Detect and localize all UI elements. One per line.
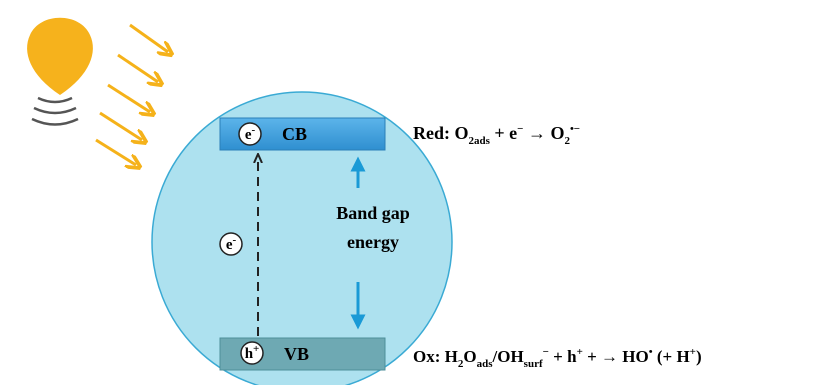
sun-icon [27,18,93,125]
electron-charge: - [252,124,256,136]
eq-part: /OH [492,347,524,366]
eq-part: (+ H [653,347,690,366]
oxidation-equation: Ox: H2Oads/OHsurf− + h+ + → HO• (+ H+) [413,346,702,370]
eq-part: + h [549,347,577,366]
vb-label: VB [284,344,309,364]
eq-sub: 2ads [469,135,491,147]
light-rays [96,25,168,165]
eq-part: ) [696,347,702,366]
diagram: e- CB h+ VB e- Band gap energy Red: O2ad… [0,0,831,385]
eq-part: → O [523,123,564,143]
page: e- CB h+ VB e- Band gap energy Red: O2ad… [0,0,831,385]
eq-sub: surf [524,358,543,370]
eq-part: Ox: H [413,347,458,366]
eq-sub: 2 [564,135,570,147]
eq-part: Red: O [413,123,469,143]
band-gap-label: energy [347,232,399,252]
eq-sup: •− [570,123,580,135]
electron-charge: - [233,234,237,246]
band-gap-label: Band gap [336,203,410,223]
reduction-equation: Red: O2ads + e− → O2•− [413,123,580,147]
eq-part: + → HO [583,347,649,366]
eq-part: O [463,347,476,366]
eq-part: + e [490,123,517,143]
eq-sub: ads [477,358,494,370]
hole-charge: + [253,343,259,355]
cb-label: CB [282,124,307,144]
